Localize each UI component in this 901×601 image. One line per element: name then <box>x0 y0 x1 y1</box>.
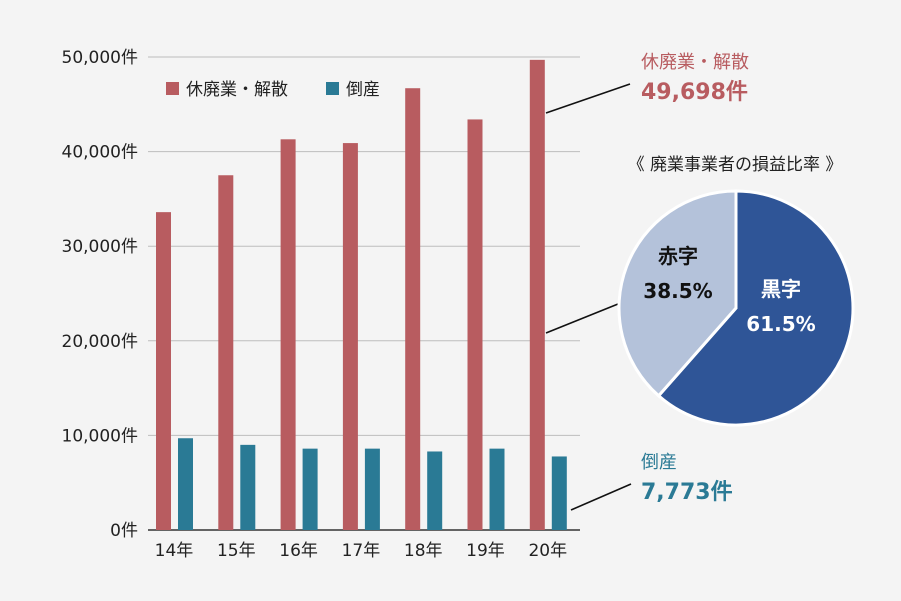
pie-label-profit-value: 61.5% <box>746 312 815 336</box>
bar-closure <box>405 88 421 530</box>
bar-bankruptcy <box>364 448 380 530</box>
x-axis: 14年 15年 16年 17年 18年 19年 20年 <box>155 541 567 561</box>
callout-bankruptcy-name: 倒産 <box>641 452 677 473</box>
x-tick-label: 16年 <box>279 541 318 561</box>
bar-closure <box>218 175 234 530</box>
gridlines <box>148 56 580 531</box>
x-tick-label: 18年 <box>404 541 443 561</box>
y-axis: 0件 10,000件 20,000件 30,000件 40,000件 50,000件 <box>62 48 138 541</box>
x-tick-label: 17年 <box>342 541 381 561</box>
y-tick-label: 50,000件 <box>62 48 138 68</box>
pie-slice-loss <box>617 189 738 398</box>
pie-title: 《 廃業事業者の損益比率 》 <box>628 155 843 175</box>
bar-bankruptcy <box>178 438 193 530</box>
y-tick-label: 0件 <box>110 521 138 541</box>
bar-bankruptcy <box>302 448 318 530</box>
y-tick-label: 10,000件 <box>62 426 138 446</box>
pie-label-loss-name: 赤字 <box>658 244 698 268</box>
bar-bankruptcy <box>427 451 443 530</box>
bar-closure <box>529 59 545 530</box>
pie-label-loss-value: 38.5% <box>643 279 712 303</box>
bar-bankruptcy <box>551 456 567 530</box>
legend-swatch-closure <box>166 82 179 95</box>
callout-line-bankruptcy <box>570 483 632 511</box>
y-tick-label: 20,000件 <box>62 332 138 352</box>
bar-closure <box>342 143 358 530</box>
bar-closure <box>280 139 296 530</box>
bar-bankruptcy <box>489 448 505 530</box>
callout-line-closure <box>545 83 631 114</box>
x-tick-label: 14年 <box>155 541 194 561</box>
x-tick-label: 15年 <box>217 541 256 561</box>
legend: 休廃業・解散 倒産 <box>166 80 380 100</box>
bars <box>156 59 567 531</box>
x-tick-label: 20年 <box>528 541 567 561</box>
pie-label-profit-name: 黒字 <box>761 277 801 301</box>
callout-line-pie <box>545 303 619 334</box>
bar-closure <box>156 212 171 531</box>
bar-closure <box>467 119 483 530</box>
legend-label-closure: 休廃業・解散 <box>186 80 288 100</box>
callout-closure-value: 49,698件 <box>641 80 748 105</box>
pie-slice-profit <box>656 189 855 427</box>
callout-closure-name: 休廃業・解散 <box>641 52 749 73</box>
legend-label-bankruptcy: 倒産 <box>346 80 380 100</box>
pie-chart: 黒字 61.5% 赤字 38.5% <box>617 189 855 427</box>
y-tick-label: 30,000件 <box>62 237 138 257</box>
callouts: 休廃業・解散 49,698件 倒産 7,773件 <box>545 52 749 511</box>
x-tick-label: 19年 <box>466 541 505 561</box>
bar-bankruptcy <box>240 444 256 530</box>
callout-bankruptcy-value: 7,773件 <box>641 480 733 505</box>
y-tick-label: 40,000件 <box>62 143 138 163</box>
legend-swatch-bankruptcy <box>326 82 339 95</box>
